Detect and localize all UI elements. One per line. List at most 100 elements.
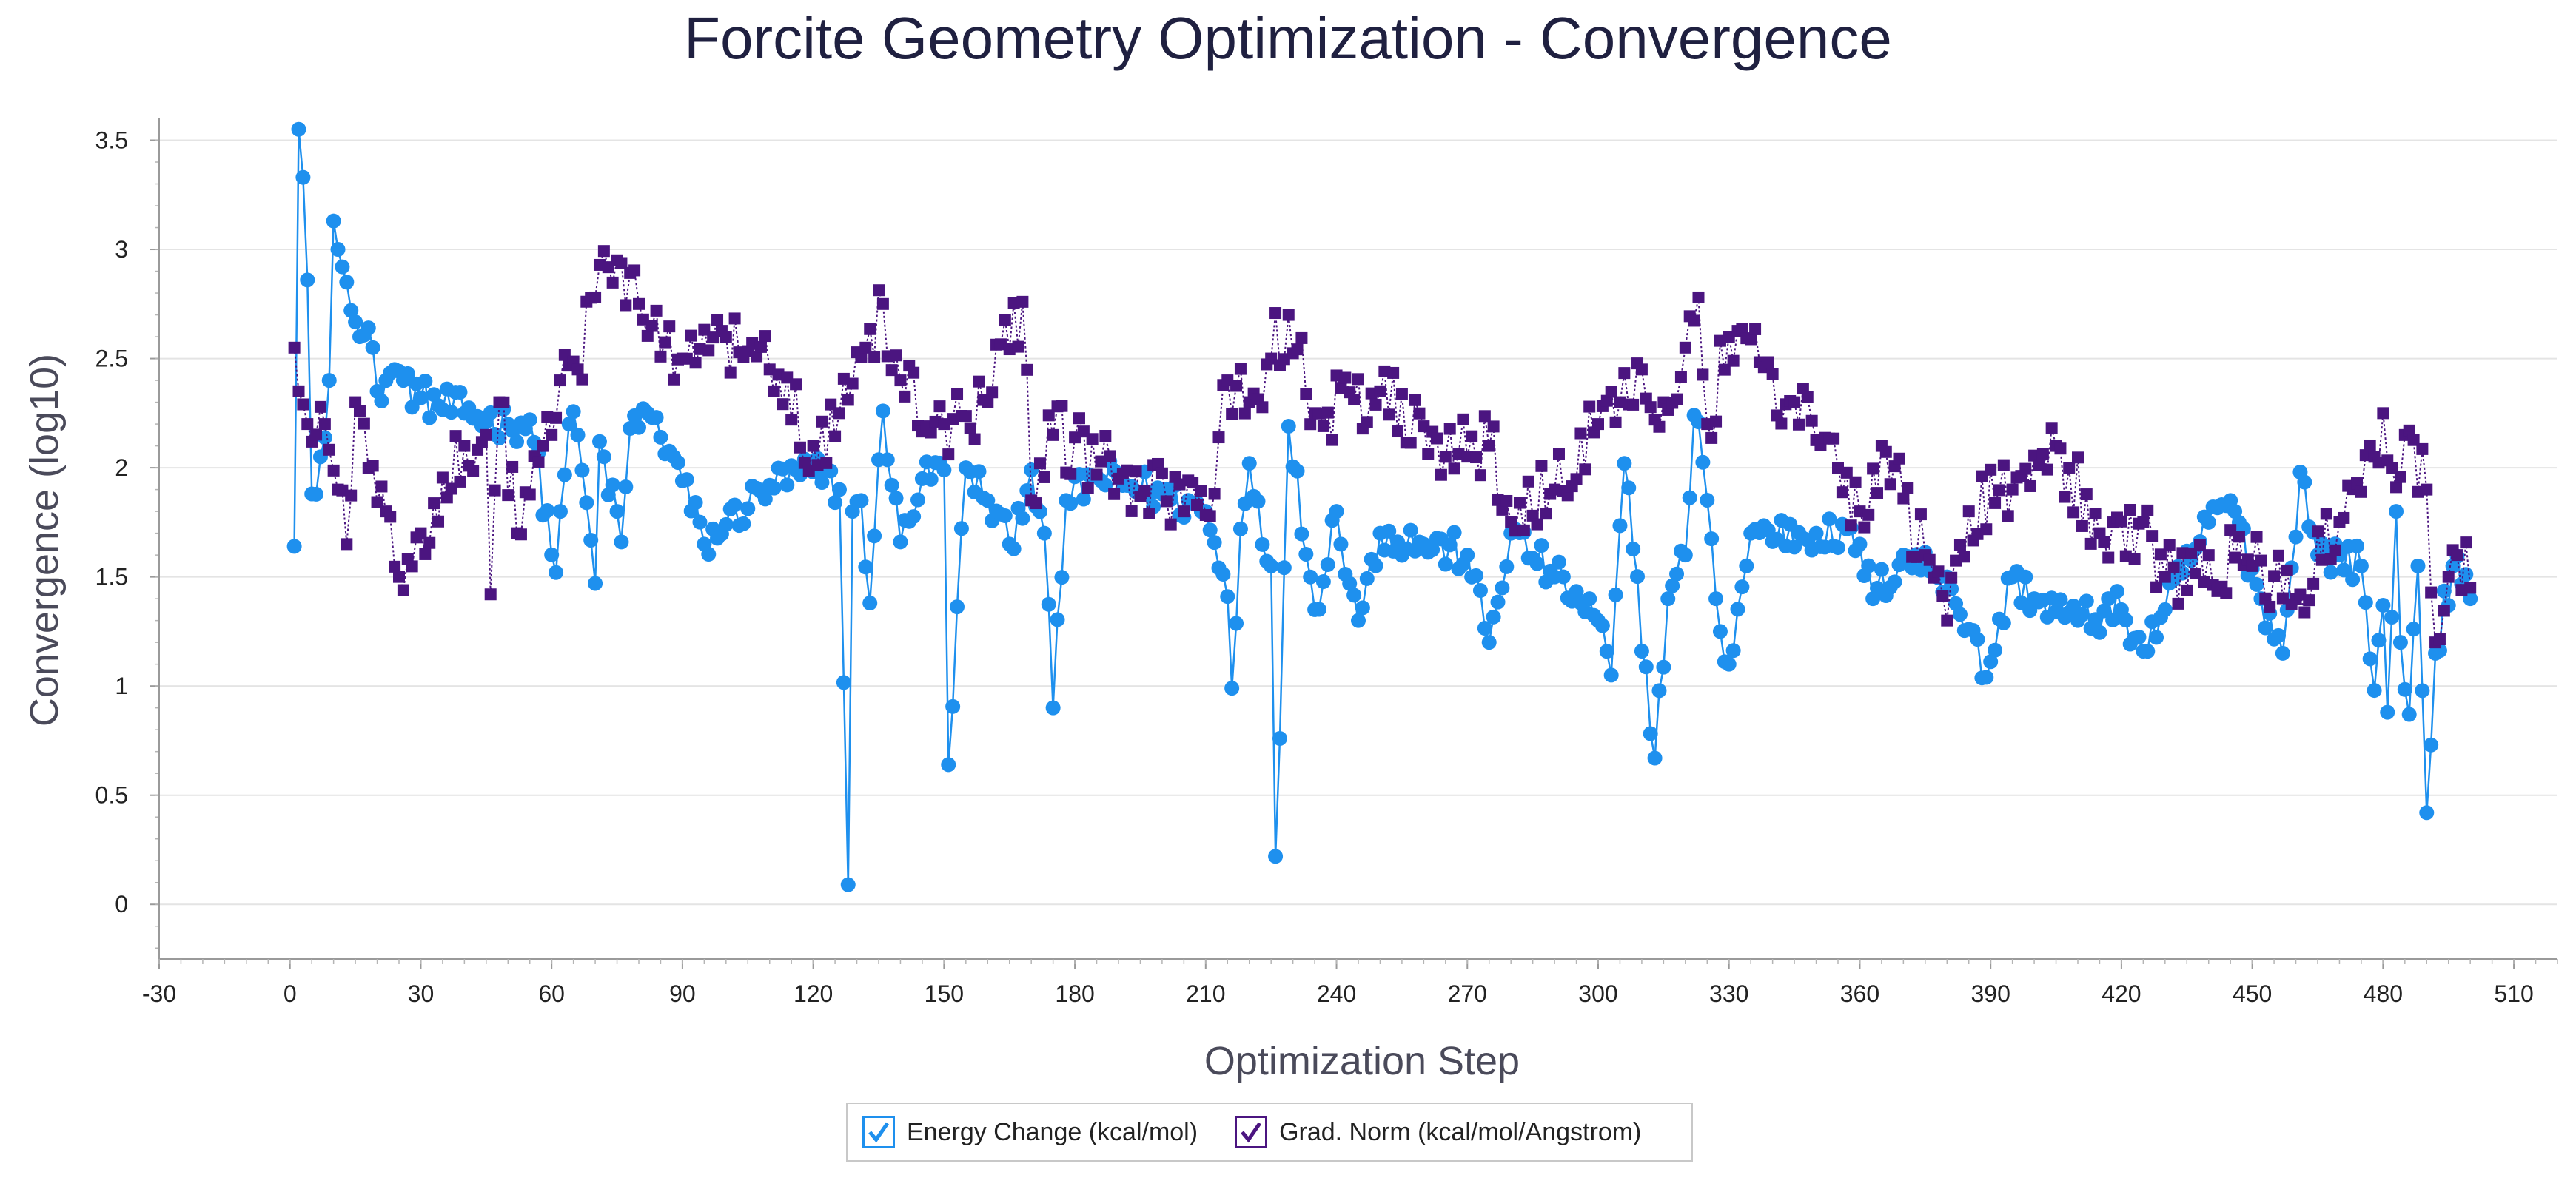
data-point — [1272, 730, 1287, 746]
data-point — [1861, 558, 1876, 573]
data-point — [688, 495, 703, 511]
data-point — [668, 373, 680, 386]
data-point — [1874, 562, 1889, 577]
data-point — [2041, 463, 2053, 476]
data-point — [1644, 401, 1657, 414]
data-point — [1569, 584, 1584, 599]
data-point — [384, 511, 397, 523]
x-tick-label: 30 — [408, 980, 435, 1007]
y-tick-label: 0.5 — [95, 782, 128, 809]
data-point — [1983, 654, 1999, 670]
data-point — [1317, 420, 1329, 432]
checkbox-icon[interactable] — [1235, 1116, 1268, 1148]
data-point — [1374, 385, 1386, 397]
data-point — [1466, 430, 1478, 442]
data-point — [893, 534, 908, 550]
data-point — [1599, 644, 1614, 659]
data-point — [2141, 504, 2154, 516]
data-point — [2072, 451, 2084, 464]
grid-lines — [159, 139, 2557, 906]
data-point — [295, 169, 311, 185]
data-point — [550, 411, 563, 424]
data-point — [2298, 606, 2311, 619]
data-point — [2297, 474, 2312, 490]
data-point — [820, 457, 833, 469]
data-point — [2115, 515, 2127, 528]
data-point — [1086, 433, 1099, 445]
data-point — [1500, 494, 1513, 507]
data-point — [366, 460, 379, 472]
data-point — [828, 495, 843, 511]
legend-item-grad-norm[interactable]: Grad. Norm (kcal/mol/Angstrom) — [1235, 1116, 1641, 1148]
data-point — [1321, 406, 1334, 419]
data-point — [1413, 407, 1426, 420]
data-point — [2338, 511, 2350, 524]
data-point — [509, 434, 525, 449]
data-point — [2193, 539, 2206, 551]
y-tick-label: 1 — [115, 673, 128, 699]
data-point — [318, 418, 331, 431]
data-point — [1487, 420, 1500, 433]
data-point — [1281, 419, 1296, 434]
data-point — [1346, 588, 1362, 603]
data-point — [1852, 536, 1868, 552]
checkbox-icon[interactable] — [862, 1116, 895, 1148]
data-point — [2045, 422, 2058, 434]
data-point — [685, 329, 697, 342]
data-point — [1828, 432, 1840, 445]
data-point — [1478, 410, 1491, 423]
data-point — [1012, 340, 1024, 353]
data-point — [2442, 571, 2455, 583]
data-point — [910, 492, 926, 508]
data-point — [1808, 525, 1824, 541]
legend-item-energy-change[interactable]: Energy Change (kcal/mol) — [862, 1116, 1198, 1148]
data-point — [2394, 471, 2406, 483]
data-point — [2303, 594, 2315, 607]
data-point — [1339, 371, 1352, 384]
data-point — [605, 477, 620, 493]
data-point — [1997, 459, 2010, 471]
y-tick-label: 3.5 — [95, 127, 128, 154]
data-point — [589, 291, 602, 303]
data-point — [588, 576, 603, 591]
data-point — [1710, 415, 1723, 428]
data-point — [1522, 475, 1534, 488]
data-point — [867, 528, 882, 544]
data-point — [2403, 424, 2415, 437]
data-point — [1884, 478, 1896, 491]
data-point — [2079, 593, 2094, 609]
data-point — [2377, 407, 2389, 420]
data-point — [2128, 553, 2141, 565]
data-point — [1775, 417, 1788, 430]
data-point — [620, 299, 632, 312]
data-point — [323, 443, 335, 456]
data-point — [288, 341, 301, 354]
data-point — [1600, 394, 1613, 407]
data-point — [1207, 535, 1222, 551]
data-point — [1442, 537, 1458, 553]
data-point — [326, 213, 341, 229]
legend: Energy Change (kcal/mol) Grad. Norm (kca… — [846, 1103, 1693, 1162]
data-point — [1651, 683, 1667, 699]
data-point — [1953, 539, 1966, 551]
data-point — [1483, 440, 1495, 452]
data-point — [1745, 333, 1757, 346]
data-point — [1160, 495, 1173, 508]
data-point — [659, 336, 671, 349]
data-point — [2390, 481, 2403, 494]
data-point — [1460, 548, 1475, 563]
data-point — [727, 497, 742, 513]
data-point — [1348, 394, 1361, 406]
data-point — [1893, 452, 1905, 465]
data-point — [1708, 591, 1724, 607]
data-point — [301, 418, 314, 431]
data-point — [1665, 578, 1680, 593]
data-point — [2353, 558, 2369, 573]
x-tick-label: 120 — [794, 980, 833, 1007]
data-point — [2281, 564, 2293, 576]
data-point — [2268, 570, 2281, 582]
data-point — [2220, 587, 2233, 599]
data-point — [1788, 396, 1801, 408]
data-point — [506, 460, 519, 473]
data-point — [375, 480, 388, 493]
